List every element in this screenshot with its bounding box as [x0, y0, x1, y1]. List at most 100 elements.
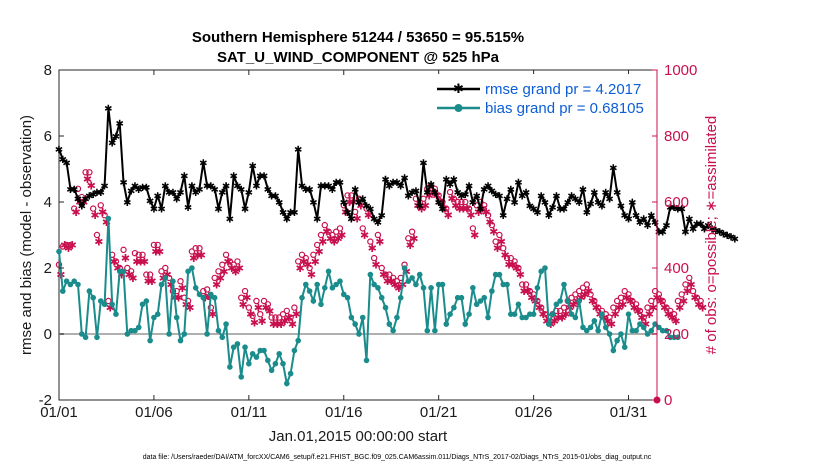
obs-assimilated-point: ✱ — [463, 203, 472, 216]
obs-possible-point — [188, 248, 196, 255]
rmse-point: ✱ — [207, 182, 215, 193]
obs-possible-point — [332, 228, 340, 235]
bias-point — [583, 327, 590, 334]
obs-possible-point — [86, 169, 93, 176]
rmse-point: ✱ — [495, 191, 503, 202]
obs-assimilated-point: ✱ — [425, 189, 434, 202]
bias-point — [185, 268, 191, 275]
bias-point — [394, 314, 400, 321]
obs-possible-point — [253, 297, 260, 305]
rmse-point: ✱ — [89, 190, 97, 201]
bias-point — [67, 281, 74, 288]
rmse-point: ✱ — [245, 188, 253, 199]
obs-assimilated-point: ✱ — [671, 315, 680, 328]
bias-point — [82, 334, 89, 341]
obs-assimilated-point: ✱ — [660, 302, 669, 315]
bias-point — [625, 311, 632, 318]
rmse-point: ✱ — [438, 205, 446, 216]
obs-assimilated-point: ✱ — [204, 290, 213, 303]
obs-possible-point — [336, 225, 344, 232]
rmse-point: ✱ — [203, 182, 211, 193]
bias-point — [325, 268, 332, 275]
obs-assimilated-point: ✱ — [557, 312, 566, 325]
obs-assimilated-point: ✱ — [284, 312, 293, 325]
rmse-point: ✱ — [681, 228, 689, 239]
rmse-point: ✱ — [636, 218, 644, 229]
obs-possible-point — [632, 301, 640, 308]
rmse-point: ✱ — [674, 205, 682, 216]
rmse-point: ✱ — [237, 185, 245, 196]
obs-possible-point — [663, 304, 670, 311]
obs-possible-point — [682, 281, 689, 288]
obs-assimilated-point: ✱ — [250, 316, 259, 329]
bias-point — [515, 301, 522, 308]
obs-possible-point — [127, 268, 135, 275]
obs-assimilated-point: ✱ — [246, 308, 255, 321]
obs-possible-point — [321, 221, 328, 229]
obs-assimilated-point: ✱ — [269, 318, 278, 331]
obs-assimilated-point: ✱ — [239, 298, 248, 311]
rmse-point: ✱ — [404, 191, 412, 202]
rmse-point: ✱ — [252, 182, 260, 193]
rmse-point: ✱ — [332, 178, 340, 189]
rmse-point: ✱ — [275, 198, 283, 209]
obs-assimilated-point: ✱ — [147, 275, 156, 288]
rmse-point: ✱ — [286, 208, 294, 219]
bias-point — [318, 301, 324, 308]
rmse-point: ✱ — [62, 158, 70, 169]
rmse-point: ✱ — [180, 172, 188, 183]
bias-point — [511, 311, 518, 318]
obs-possible-point — [359, 225, 366, 232]
obs-possible-point — [298, 251, 306, 258]
y-right-tick-label: 600 — [664, 194, 689, 211]
rmse-point: ✱ — [154, 191, 162, 202]
obs-assimilated-point: ✱ — [98, 206, 107, 219]
rmse-point: ✱ — [324, 182, 332, 193]
obs-possible-point — [629, 297, 636, 305]
rmse-point: ✱ — [708, 224, 716, 235]
obs-assimilated-point: ✱ — [569, 298, 578, 311]
rmse-point: ✱ — [191, 188, 199, 199]
rmse-point: ✱ — [567, 191, 575, 202]
obs-assimilated-point: ✱ — [314, 246, 323, 259]
bias-point — [189, 265, 195, 271]
rmse-point: ✱ — [241, 205, 249, 216]
obs-assimilated-point: ✱ — [656, 295, 665, 308]
obs-possible-point — [344, 192, 351, 199]
bias-point — [219, 334, 226, 341]
obs-possible-point — [241, 287, 249, 295]
obs-possible-point — [484, 211, 492, 219]
bias-point — [530, 311, 537, 318]
obs-assimilated-point: ✱ — [607, 318, 616, 331]
rmse-point: ✱ — [643, 221, 651, 232]
rmse-point: ✱ — [685, 215, 693, 226]
rmse-point: ✱ — [389, 178, 397, 189]
rmse-point: ✱ — [279, 208, 287, 219]
obs-assimilated-point: ✱ — [379, 269, 388, 282]
rmse-point: ✱ — [590, 188, 598, 199]
rmse-point: ✱ — [476, 205, 484, 216]
obs-possible-point — [689, 287, 697, 295]
obs-assimilated-point: ✱ — [174, 292, 183, 305]
obs-possible-point — [667, 307, 674, 315]
rmse-point: ✱ — [453, 188, 461, 199]
obs-possible-point — [591, 297, 598, 305]
bias-point — [147, 337, 153, 344]
obs-possible-point — [238, 294, 245, 301]
obs-possible-point — [82, 169, 89, 176]
rmse-point: ✱ — [104, 104, 112, 115]
bias-point — [367, 271, 374, 278]
obs-possible-point — [458, 198, 465, 206]
x-tick-label: 01/31 — [610, 404, 648, 421]
rmse-point: ✱ — [647, 211, 655, 222]
obs-assimilated-point: ✱ — [292, 308, 301, 321]
rmse-point: ✱ — [336, 178, 344, 189]
rmse-point: ✱ — [313, 215, 321, 226]
rmse-point: ✱ — [529, 205, 537, 216]
obs-assimilated-point: ✱ — [277, 318, 286, 331]
obs-assimilated-point: ✱ — [512, 262, 521, 275]
obs-possible-point — [386, 271, 393, 278]
obs-assimilated-point: ✱ — [235, 262, 244, 275]
obs-possible-point — [488, 221, 496, 229]
